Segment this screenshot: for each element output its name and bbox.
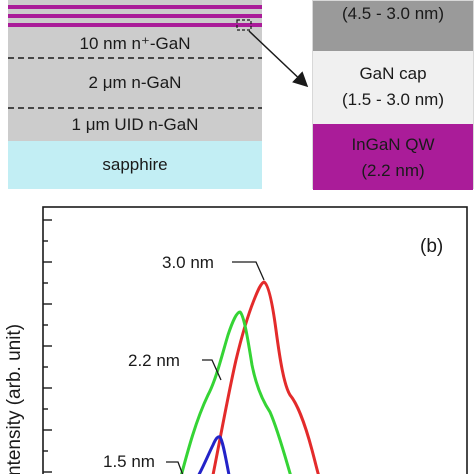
zoom-qw-layer: InGaN QW (2.2 nm)	[313, 124, 473, 190]
qw-stripe	[8, 14, 262, 18]
interface-lines	[8, 19, 262, 109]
zoom-marker	[236, 19, 252, 31]
label-leader-1-5-nm	[166, 461, 184, 474]
plot-frame	[42, 206, 468, 474]
layer-label: 1 μm UID n-GaN	[71, 115, 199, 134]
layer-n-gan: 2 μm n-GaN	[8, 58, 262, 108]
y-ticks	[43, 219, 52, 473]
zoom-qw-thickness: (2.2 nm)	[361, 161, 425, 180]
y-axis-label: ntensity (arb. unit)	[4, 324, 25, 474]
layer-sapphire: sapphire	[8, 141, 262, 189]
zoom-cap-title: GaN cap	[359, 64, 427, 83]
qw-stripe	[8, 5, 262, 9]
series-line-2-2-nm	[180, 310, 292, 474]
layer-uid-gan: 1 μm UID n-GaN	[8, 108, 262, 141]
layer-label: sapphire	[102, 155, 168, 174]
layer-n-plus-gan: 10 nm n⁺-GaN	[8, 31, 262, 58]
layer-stack: 10 nm n⁺-GaN 2 μm n-GaN 1 μm UID n-GaN s…	[8, 0, 262, 189]
qw-stripe	[8, 23, 262, 27]
label-leader-3-0-nm	[232, 261, 265, 281]
series-line-1-5-nm	[197, 435, 231, 474]
zoom-top-text: (4.5 - 3.0 nm)	[341, 4, 445, 23]
panel-label: (b)	[420, 236, 443, 257]
zoom-top-layer: (4.5 - 3.0 nm)	[313, 1, 473, 51]
zoom-arrow	[248, 30, 309, 88]
zoom-cap-layer: GaN cap (1.5 - 3.0 nm)	[313, 51, 473, 124]
zoom-qw-title: InGaN QW	[351, 135, 435, 154]
series-label-2-2-nm: 2.2 nm	[128, 351, 180, 370]
series-label-3-0-nm: 3.0 nm	[162, 253, 214, 272]
series-label-1-5-nm: 1.5 nm	[103, 452, 155, 471]
label-leader-2-2-nm	[202, 359, 222, 381]
layer-label: 2 μm n-GaN	[88, 73, 182, 92]
series-line-3-0-nm	[211, 280, 320, 474]
zoom-panel: (4.5 - 3.0 nm) GaN cap (1.5 - 3.0 nm) In…	[312, 0, 474, 190]
zoom-cap-thickness: (1.5 - 3.0 nm)	[341, 90, 445, 109]
layer-label: 10 nm n⁺-GaN	[79, 34, 191, 53]
